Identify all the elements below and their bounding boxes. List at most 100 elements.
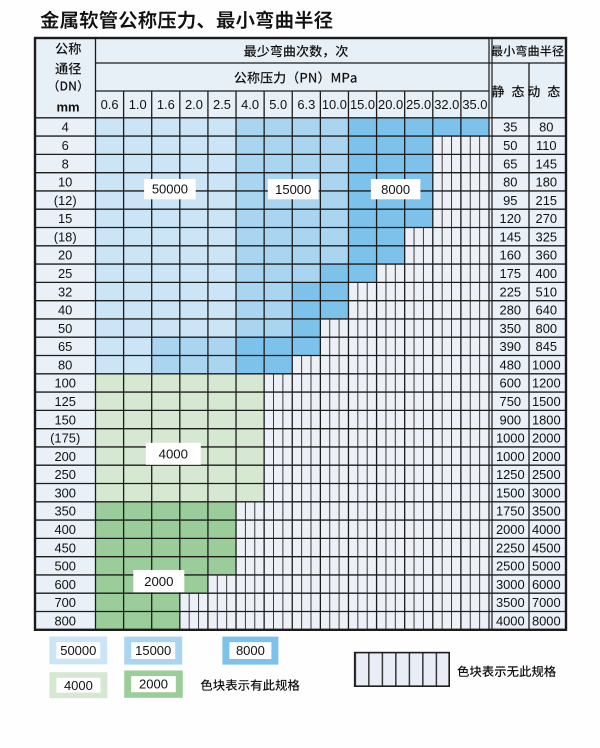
svg-text:175: 175 [500, 266, 522, 281]
svg-text:7000: 7000 [532, 595, 561, 610]
svg-text:20.0: 20.0 [378, 97, 403, 112]
svg-text:150: 150 [54, 412, 76, 427]
svg-text:1.0: 1.0 [129, 97, 147, 112]
svg-text:50000: 50000 [60, 643, 96, 658]
svg-text:40: 40 [58, 303, 72, 318]
svg-text:480: 480 [500, 358, 522, 373]
svg-text:65: 65 [503, 156, 517, 171]
svg-text:2000: 2000 [532, 449, 561, 464]
svg-text:65: 65 [58, 339, 72, 354]
svg-text:2500: 2500 [532, 467, 561, 482]
svg-text:845: 845 [536, 339, 558, 354]
svg-text:750: 750 [500, 394, 522, 409]
svg-text:2000: 2000 [139, 677, 168, 692]
svg-text:4000: 4000 [159, 446, 188, 461]
svg-text:95: 95 [503, 193, 517, 208]
svg-text:6.3: 6.3 [297, 97, 315, 112]
svg-text:5.0: 5.0 [269, 97, 287, 112]
svg-text:4000: 4000 [532, 522, 561, 537]
svg-text:10.0: 10.0 [322, 97, 347, 112]
svg-text:2.0: 2.0 [185, 97, 203, 112]
svg-text:120: 120 [500, 211, 522, 226]
svg-text:640: 640 [536, 303, 558, 318]
svg-text:125: 125 [54, 394, 76, 409]
svg-text:1500: 1500 [532, 394, 561, 409]
svg-text:1250: 1250 [496, 467, 525, 482]
svg-text:600: 600 [54, 577, 76, 592]
svg-text:215: 215 [536, 193, 558, 208]
svg-text:(175): (175) [50, 431, 80, 446]
svg-text:50: 50 [58, 321, 72, 336]
svg-text:4.0: 4.0 [241, 97, 259, 112]
svg-text:360: 360 [536, 248, 558, 263]
svg-text:35: 35 [503, 120, 517, 135]
svg-text:1.6: 1.6 [157, 97, 175, 112]
svg-text:2500: 2500 [496, 559, 525, 574]
svg-text:8000: 8000 [381, 182, 410, 197]
svg-text:35.0: 35.0 [462, 97, 487, 112]
svg-text:3000: 3000 [496, 577, 525, 592]
svg-text:(18): (18) [54, 230, 77, 245]
svg-text:700: 700 [54, 595, 76, 610]
svg-text:1000: 1000 [496, 431, 525, 446]
svg-text:50000: 50000 [152, 182, 188, 197]
svg-text:180: 180 [536, 175, 558, 190]
svg-text:1500: 1500 [496, 486, 525, 501]
svg-text:2.5: 2.5 [213, 97, 231, 112]
svg-text:200: 200 [54, 449, 76, 464]
svg-text:1800: 1800 [532, 412, 561, 427]
svg-text:1750: 1750 [496, 504, 525, 519]
svg-text:800: 800 [536, 321, 558, 336]
svg-text:4000: 4000 [64, 678, 93, 693]
svg-text:2250: 2250 [496, 540, 525, 555]
svg-text:110: 110 [536, 138, 557, 153]
svg-text:500: 500 [54, 559, 76, 574]
svg-text:450: 450 [54, 540, 76, 555]
svg-text:6000: 6000 [532, 577, 561, 592]
svg-text:145: 145 [500, 230, 522, 245]
svg-text:(12): (12) [54, 193, 77, 208]
svg-text:4: 4 [62, 120, 69, 135]
svg-text:50: 50 [503, 138, 517, 153]
svg-text:900: 900 [500, 412, 522, 427]
svg-text:600: 600 [500, 376, 522, 391]
svg-text:270: 270 [536, 211, 558, 226]
svg-text:3000: 3000 [532, 486, 561, 501]
svg-text:25.0: 25.0 [406, 97, 431, 112]
svg-text:225: 225 [500, 284, 522, 299]
svg-text:4000: 4000 [496, 614, 525, 629]
svg-text:3500: 3500 [532, 504, 561, 519]
svg-text:0.6: 0.6 [101, 97, 119, 112]
svg-text:160: 160 [500, 248, 522, 263]
svg-text:8000: 8000 [532, 614, 561, 629]
svg-text:300: 300 [54, 486, 76, 501]
svg-text:4500: 4500 [532, 540, 561, 555]
svg-text:145: 145 [536, 156, 558, 171]
svg-text:mm: mm [56, 100, 79, 115]
svg-text:1000: 1000 [532, 358, 561, 373]
svg-text:8000: 8000 [236, 643, 265, 658]
svg-text:80: 80 [58, 358, 72, 373]
svg-text:2000: 2000 [496, 522, 525, 537]
svg-text:32: 32 [58, 284, 72, 299]
svg-text:10: 10 [58, 175, 72, 190]
svg-text:15000: 15000 [135, 643, 171, 658]
svg-text:15000: 15000 [275, 182, 311, 197]
svg-text:1000: 1000 [496, 449, 525, 464]
svg-text:6: 6 [62, 138, 69, 153]
svg-text:510: 510 [536, 284, 558, 299]
svg-text:20: 20 [58, 248, 72, 263]
svg-text:325: 325 [536, 230, 558, 245]
svg-text:400: 400 [54, 522, 76, 537]
svg-text:5000: 5000 [532, 559, 561, 574]
svg-text:350: 350 [500, 321, 522, 336]
svg-text:400: 400 [536, 266, 558, 281]
svg-text:80: 80 [539, 120, 553, 135]
svg-text:350: 350 [54, 504, 76, 519]
svg-text:2000: 2000 [144, 574, 173, 589]
svg-text:100: 100 [54, 376, 76, 391]
svg-text:2000: 2000 [532, 431, 561, 446]
svg-text:1200: 1200 [532, 376, 561, 391]
svg-text:15.0: 15.0 [350, 97, 375, 112]
svg-text:80: 80 [503, 175, 517, 190]
